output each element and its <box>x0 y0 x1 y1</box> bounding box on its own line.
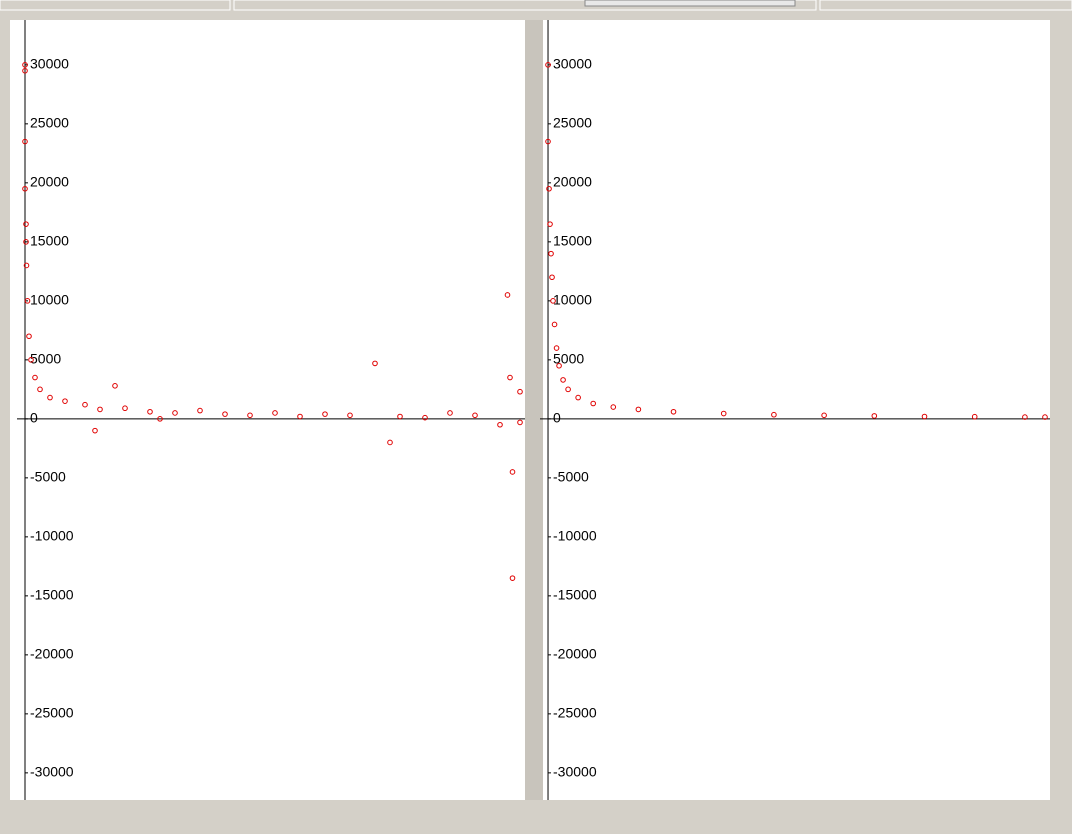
screen: 30000 25000 20000 15000 10000 5000 0 -5000 -1000… <box>0 0 1072 829</box>
y-tick-label: 0 <box>30 410 38 426</box>
y-tick-label: 25000 <box>553 115 592 131</box>
plot-panel <box>10 20 525 800</box>
y-tick-label: 0 <box>553 410 561 426</box>
toolbar-pane <box>0 0 230 10</box>
plot-panel <box>543 20 1050 800</box>
y-tick-label: -20000 <box>553 646 597 662</box>
y-tick-label: -5000 <box>553 469 589 485</box>
y-tick-label: 30000 <box>30 56 69 72</box>
y-tick-label: -20000 <box>30 646 74 662</box>
y-tick-label: 15000 <box>553 233 592 249</box>
y-tick-label: -15000 <box>30 587 74 603</box>
y-tick-label: -30000 <box>553 764 597 780</box>
scrollbar[interactable] <box>585 0 795 6</box>
y-tick-label: -5000 <box>30 469 66 485</box>
y-tick-label: 30000 <box>553 56 592 72</box>
y-tick-label: -10000 <box>553 528 597 544</box>
y-tick-label: 20000 <box>30 174 69 190</box>
y-tick-label: 5000 <box>30 351 61 367</box>
y-tick-label: -25000 <box>553 705 597 721</box>
y-tick-label: -25000 <box>30 705 74 721</box>
y-tick-label: -10000 <box>30 528 74 544</box>
y-tick-label: -30000 <box>30 764 74 780</box>
y-tick-label: -15000 <box>553 587 597 603</box>
y-tick-label: 10000 <box>553 292 592 308</box>
y-tick-label: 20000 <box>553 174 592 190</box>
splitter[interactable] <box>525 20 543 800</box>
toolbar-pane <box>820 0 1072 10</box>
y-tick-label: 25000 <box>30 115 69 131</box>
y-tick-label: 15000 <box>30 233 69 249</box>
y-tick-label: 10000 <box>30 292 69 308</box>
